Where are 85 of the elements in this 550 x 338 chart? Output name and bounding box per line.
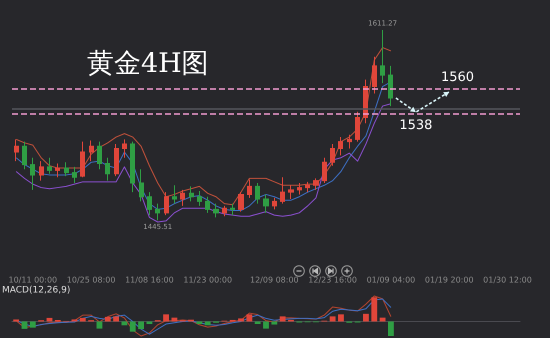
x-tick-label: 12/09 08:00 bbox=[250, 276, 299, 284]
bar bbox=[363, 314, 369, 322]
x-tick-label: 10/25 08:00 bbox=[66, 276, 116, 284]
candlestick bbox=[255, 182, 260, 204]
bar bbox=[204, 321, 211, 326]
candlestick bbox=[164, 192, 169, 216]
bar bbox=[280, 316, 286, 322]
bar bbox=[96, 321, 102, 329]
candlestick bbox=[155, 203, 160, 221]
candlestick bbox=[47, 157, 52, 174]
candlestick bbox=[338, 136, 343, 156]
candlestick bbox=[64, 162, 69, 177]
x-tick-label: 01/09 04:00 bbox=[366, 276, 416, 284]
candlestick bbox=[330, 143, 335, 166]
candlestick bbox=[72, 166, 77, 184]
candlestick bbox=[272, 197, 277, 210]
bar bbox=[122, 321, 128, 326]
bar bbox=[113, 316, 120, 322]
bar bbox=[80, 318, 86, 322]
candlestick bbox=[355, 111, 360, 142]
bar bbox=[163, 314, 169, 322]
bar bbox=[30, 321, 36, 328]
candlestick bbox=[197, 190, 202, 206]
candlestick bbox=[30, 157, 35, 190]
bar bbox=[130, 321, 136, 332]
candlestick bbox=[39, 160, 44, 182]
candlestick bbox=[280, 176, 285, 204]
bar bbox=[254, 321, 261, 324]
x-tick-label: 11/23 00:00 bbox=[183, 276, 232, 284]
x-tick-label: 01/30 12:00 bbox=[483, 276, 532, 284]
candlestick bbox=[172, 184, 177, 204]
text: 黄金4H图 bbox=[87, 48, 209, 79]
candlestick bbox=[380, 30, 385, 84]
bar bbox=[338, 314, 344, 322]
candlestick bbox=[189, 186, 194, 202]
candlestick bbox=[238, 192, 244, 212]
candlestick bbox=[322, 157, 327, 184]
candlestick bbox=[305, 181, 310, 193]
bar bbox=[246, 314, 252, 322]
candlestick bbox=[147, 192, 152, 216]
candlestick bbox=[180, 189, 185, 206]
candlestick bbox=[55, 162, 60, 178]
candlestick bbox=[263, 194, 269, 214]
text: MACD(12,26,9) bbox=[2, 286, 70, 296]
candlestick bbox=[213, 203, 219, 218]
candlestick bbox=[130, 141, 135, 193]
bar bbox=[271, 321, 278, 325]
bar bbox=[238, 318, 244, 322]
candlestick bbox=[14, 138, 19, 162]
candlestick bbox=[89, 140, 94, 162]
candlestick bbox=[230, 203, 235, 216]
candlestick bbox=[22, 141, 27, 170]
candlestick bbox=[347, 134, 352, 150]
candlestick bbox=[139, 168, 144, 202]
candlestick bbox=[80, 141, 85, 178]
candlestick bbox=[313, 178, 319, 190]
bar bbox=[146, 321, 152, 324]
ref-line-label: 1560 bbox=[440, 70, 474, 85]
candlestick bbox=[372, 56, 377, 94]
bar bbox=[196, 321, 202, 324]
bar bbox=[330, 316, 336, 322]
candlestick bbox=[114, 143, 119, 177]
candlestick bbox=[97, 141, 102, 170]
bar bbox=[138, 321, 144, 330]
candlestick bbox=[222, 205, 227, 217]
bar bbox=[46, 318, 52, 322]
x-tick-label: 12/23 16:00 bbox=[308, 276, 357, 284]
bar bbox=[22, 321, 28, 329]
x-tick-label: 01/19 20:00 bbox=[424, 276, 474, 284]
candlestick bbox=[205, 196, 210, 214]
x-tick-label: 11/08 16:00 bbox=[125, 276, 174, 284]
candlestick bbox=[105, 157, 110, 182]
bar bbox=[380, 318, 386, 322]
ref-line-label: 1538 bbox=[399, 118, 432, 134]
bar bbox=[104, 316, 111, 322]
candlestick bbox=[247, 179, 252, 198]
candlestick bbox=[288, 184, 294, 200]
x-tick-label: 10/11 00:00 bbox=[8, 276, 58, 284]
candlestick bbox=[297, 182, 302, 195]
bar bbox=[171, 318, 178, 322]
candlestick bbox=[122, 138, 127, 158]
bar bbox=[388, 321, 394, 336]
candlestick bbox=[388, 65, 393, 107]
bar bbox=[263, 321, 269, 329]
bar bbox=[371, 297, 378, 322]
